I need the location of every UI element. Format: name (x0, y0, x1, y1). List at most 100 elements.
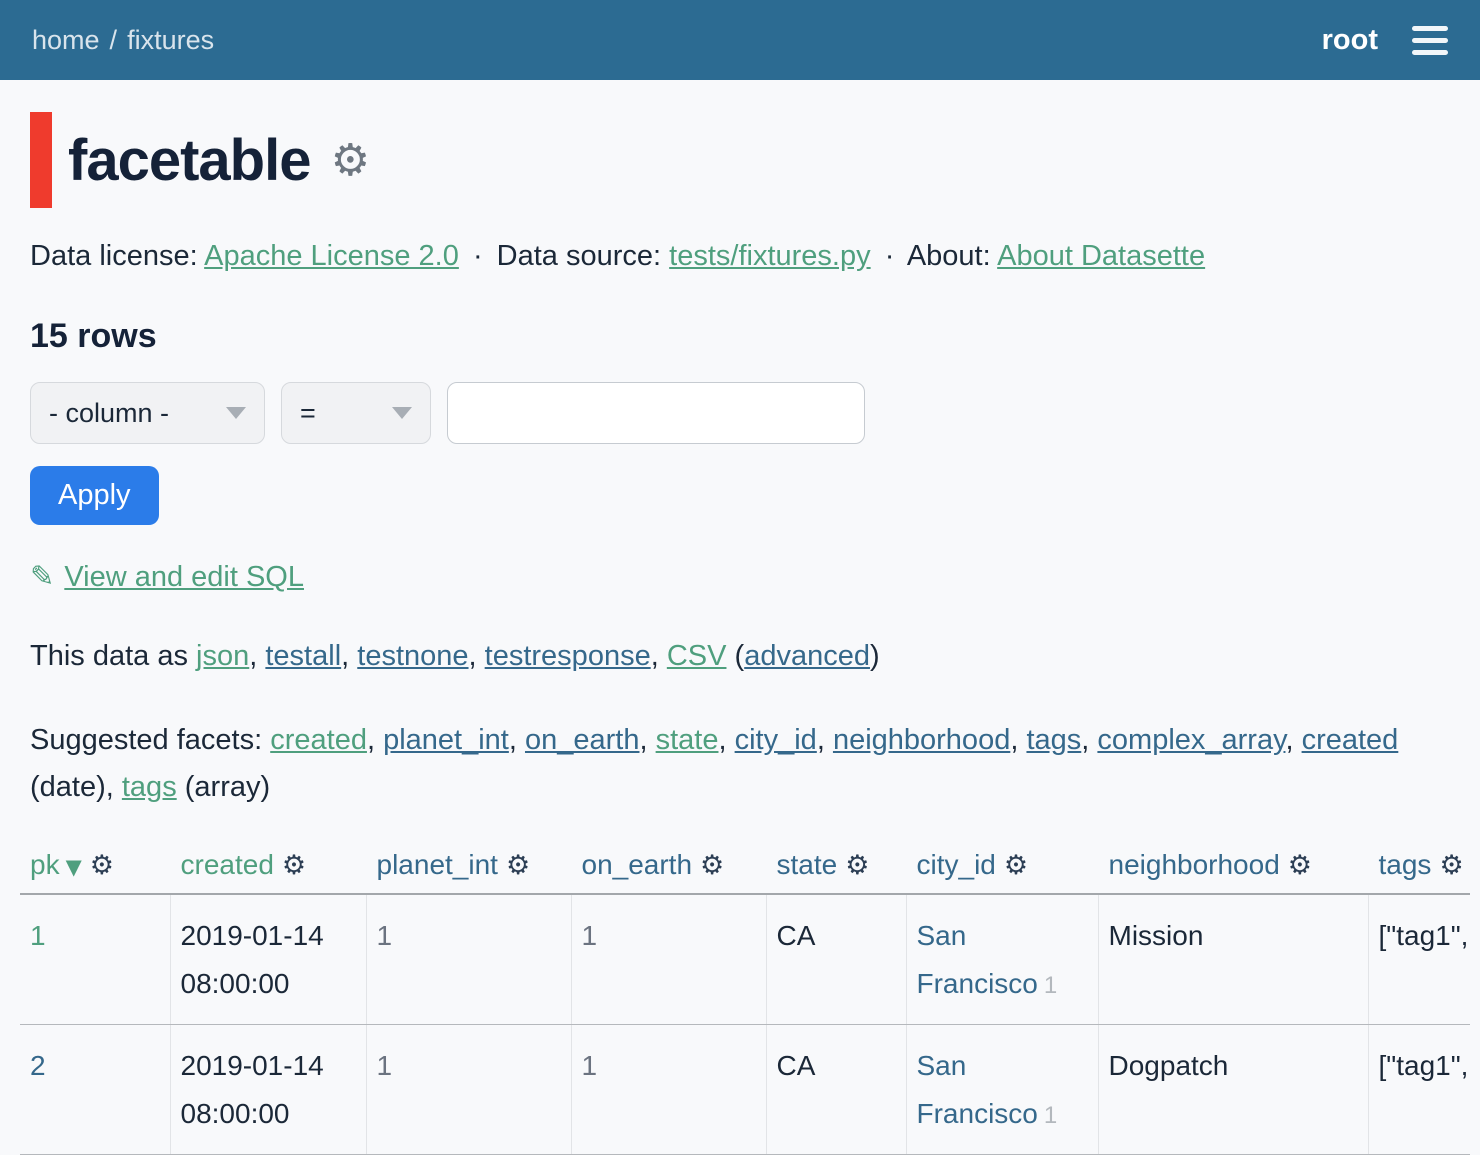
table-settings-gear-icon[interactable]: ⚙ (330, 134, 370, 186)
column-header-pk-link[interactable]: pk (30, 848, 60, 880)
column-header-state-link[interactable]: state (776, 848, 838, 880)
column-gear-icon[interactable]: ⚙ (505, 849, 531, 881)
table-header-row: pk ▼ ⚙ created ⚙ planet_int ⚙ on_earth ⚙ stat… (20, 844, 1470, 895)
facet-link-on-earth[interactable]: on_earth (524, 724, 640, 756)
about-link[interactable]: About Datasette (997, 240, 1206, 272)
chevron-down-icon (226, 407, 246, 419)
city-raw-id: 1 (1043, 971, 1058, 999)
cell-neighborhood: Mission (1097, 893, 1368, 1026)
cell-tags: ["tag1", "tag2"] (1367, 893, 1470, 1026)
cell-planet-int: 1 (365, 1024, 571, 1155)
facet-sep: (array) (176, 770, 271, 803)
filter-bar: - column - = (30, 382, 1450, 444)
view-edit-sql-link[interactable]: View and edit SQL (64, 561, 304, 593)
facet-link-tags-array[interactable]: tags (121, 770, 177, 803)
table-row: 1 2019-01-14 08:00:00 1 1 CA San Francis… (20, 893, 1470, 1026)
license-label: Data license: (30, 240, 198, 272)
export-link-testnone[interactable]: testnone (357, 640, 469, 672)
facet-link-complex-array[interactable]: complex_array (1097, 724, 1286, 756)
source-label: Data source: (496, 240, 662, 272)
export-link-testresponse[interactable]: testresponse (484, 640, 651, 672)
column-header-city-id-link[interactable]: city_id (916, 848, 996, 880)
export-sep: , (468, 640, 485, 672)
export-links-line: This data as json, testall, testnone, te… (30, 640, 1450, 673)
column-header-on-earth-link[interactable]: on_earth (581, 848, 693, 880)
column-gear-icon[interactable]: ⚙ (1287, 849, 1312, 881)
city-raw-id: 1 (1043, 1101, 1058, 1129)
export-link-testall[interactable]: testall (265, 640, 342, 672)
results-table-container: pk ▼ ⚙ created ⚙ planet_int ⚙ on_earth ⚙ stat… (20, 844, 1470, 1155)
facet-sep: , (1010, 724, 1027, 756)
cell-on-earth: 1 (570, 893, 766, 1026)
facet-sep: (date), (30, 770, 122, 803)
column-gear-icon[interactable]: ⚙ (845, 849, 870, 881)
column-header-neighborhood[interactable]: neighborhood ⚙ (1098, 844, 1368, 895)
chevron-down-icon (392, 407, 412, 419)
source-link[interactable]: tests/fixtures.py (669, 240, 871, 272)
cell-created: 2019-01-14 08:00:00 (169, 1024, 366, 1155)
hamburger-menu-icon[interactable] (1412, 25, 1448, 55)
facet-sep: , (639, 724, 656, 756)
column-header-state[interactable]: state ⚙ (766, 844, 906, 895)
metadata-line: Data license: Apache License 2.0 · Data … (30, 240, 1450, 273)
sql-link-line: ✎ View and edit SQL (30, 559, 1450, 594)
column-header-planet-int[interactable]: planet_int ⚙ (366, 844, 571, 895)
cell-neighborhood: Dogpatch (1097, 1024, 1368, 1155)
export-sep: , (650, 640, 667, 672)
column-gear-icon[interactable]: ⚙ (1003, 849, 1029, 881)
city-link[interactable]: San Francisco (916, 1050, 1038, 1129)
cell-created: 2019-01-14 08:00:00 (169, 893, 366, 1026)
facet-link-state[interactable]: state (655, 724, 719, 756)
row-count: 15 rows (30, 317, 157, 355)
export-sep: ( (726, 640, 745, 672)
export-link-json[interactable]: json (196, 640, 250, 672)
filter-operator-value: = (300, 397, 316, 428)
column-header-on-earth[interactable]: on_earth ⚙ (571, 844, 766, 895)
apply-button[interactable]: Apply (30, 466, 159, 525)
cell-city-id: San Francisco 1 (905, 893, 1098, 1026)
facet-link-tags[interactable]: tags (1026, 724, 1082, 756)
facet-link-city-id[interactable]: city_id (734, 724, 817, 756)
column-gear-icon[interactable]: ⚙ (1439, 849, 1464, 881)
filter-column-select[interactable]: - column - (30, 382, 265, 444)
cell-tags: ["tag1", "tag3"] (1367, 1024, 1470, 1155)
column-header-tags-link[interactable]: tags (1378, 848, 1432, 880)
pk-link[interactable]: 1 (30, 919, 46, 951)
column-gear-icon[interactable]: ⚙ (89, 849, 114, 881)
filter-value-input[interactable] (447, 382, 865, 444)
breadcrumb-fixtures[interactable]: fixtures (127, 24, 215, 55)
facets-prefix: Suggested facets: (30, 724, 263, 756)
top-nav: home / fixtures root (0, 0, 1480, 80)
facet-link-planet-int[interactable]: planet_int (383, 724, 509, 756)
export-link-advanced[interactable]: advanced (744, 640, 870, 672)
sort-desc-icon: ▼ (65, 854, 82, 879)
column-header-pk[interactable]: pk ▼ ⚙ (20, 844, 170, 895)
column-header-tags[interactable]: tags ⚙ (1368, 844, 1470, 895)
column-header-planet-int-link[interactable]: planet_int (376, 848, 498, 880)
column-header-created[interactable]: created ⚙ (170, 844, 366, 895)
export-link-csv[interactable]: CSV (666, 640, 727, 672)
results-table: pk ▼ ⚙ created ⚙ planet_int ⚙ on_earth ⚙ stat… (20, 844, 1470, 1155)
column-header-city-id[interactable]: city_id ⚙ (906, 844, 1098, 895)
facet-link-created-date[interactable]: created (1301, 724, 1399, 756)
breadcrumb-home[interactable]: home (32, 24, 100, 55)
facet-sep: , (1285, 724, 1302, 756)
facet-sep: , (1081, 724, 1098, 756)
page-title: facetable (68, 127, 311, 193)
column-gear-icon[interactable]: ⚙ (700, 849, 725, 881)
column-gear-icon[interactable]: ⚙ (281, 849, 307, 881)
filter-operator-select[interactable]: = (281, 382, 431, 444)
user-label[interactable]: root (1321, 23, 1378, 56)
export-prefix: This data as (30, 640, 188, 672)
column-header-neighborhood-link[interactable]: neighborhood (1108, 848, 1280, 880)
facet-link-neighborhood[interactable]: neighborhood (832, 724, 1011, 756)
license-link[interactable]: Apache License 2.0 (204, 240, 459, 272)
pk-link[interactable]: 2 (30, 1050, 46, 1082)
column-header-created-link[interactable]: created (180, 848, 274, 880)
title-accent-bar (30, 112, 52, 208)
separator-dot: · (884, 240, 895, 272)
facet-link-created[interactable]: created (270, 724, 367, 756)
city-link[interactable]: San Francisco (916, 919, 1038, 999)
filter-column-value: - column - (49, 397, 170, 428)
cell-pk: 2 (20, 1024, 170, 1155)
